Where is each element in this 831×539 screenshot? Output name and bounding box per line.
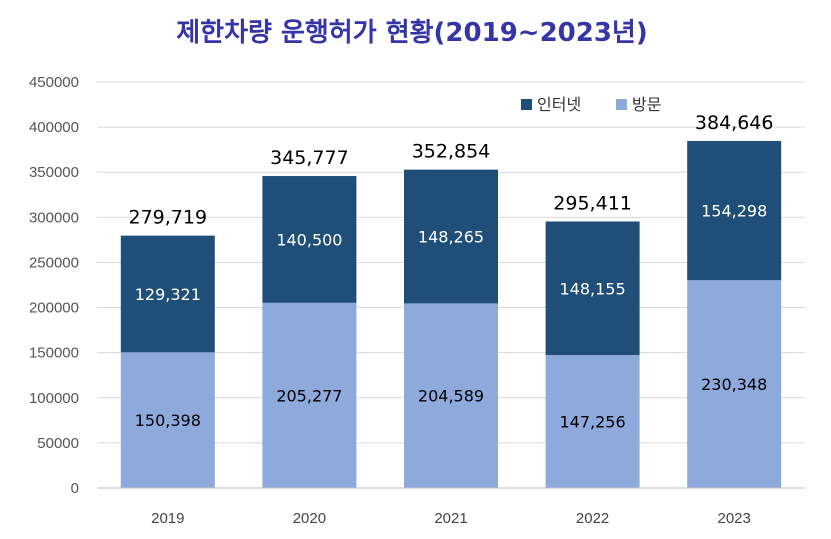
x-axis: 2019 2020 2021 2022 2023	[97, 487, 805, 527]
bar-visit	[545, 355, 640, 488]
segment-label: 150,398	[135, 411, 201, 430]
total-label: 345,777	[270, 147, 349, 169]
total-label: 295,411	[553, 192, 632, 214]
legend-swatch	[521, 99, 532, 110]
x-tick-label: 2023	[718, 510, 751, 527]
y-tick-label: 100000	[29, 390, 79, 407]
segment-label: 230,348	[701, 375, 767, 394]
legend-label: 방문	[632, 95, 661, 114]
segment-label: 154,298	[701, 202, 767, 221]
segment-label: 148,265	[418, 228, 484, 247]
data-labels: 150,398 129,321 279,719 205,277 140,500 345,7…	[129, 112, 774, 432]
y-tick-label: 50000	[37, 435, 79, 452]
y-tick-label: 400000	[29, 119, 79, 136]
bar-visit	[262, 302, 357, 488]
legend-label: 인터넷	[537, 95, 581, 114]
bars	[120, 140, 782, 488]
y-tick-label: 450000	[29, 74, 79, 91]
x-tick-label: 2022	[576, 510, 609, 527]
segment-label: 204,589	[418, 387, 484, 406]
y-tick-label: 0	[71, 480, 79, 497]
bar-internet	[404, 169, 498, 304]
chart-title: 제한차량 운행허가 현황(2019~2023년)	[176, 18, 648, 48]
x-tick-label: 2019	[151, 510, 184, 527]
bar-internet	[262, 176, 357, 303]
y-tick-label: 150000	[29, 345, 79, 362]
segment-label: 140,500	[276, 230, 342, 249]
y-tick-label: 200000	[29, 300, 79, 317]
total-label: 279,719	[129, 207, 208, 229]
bar-internet	[545, 221, 640, 356]
bar-visit	[404, 303, 498, 488]
segment-label: 148,155	[560, 279, 626, 298]
y-tick-label: 300000	[29, 209, 79, 226]
bar-visit	[120, 352, 215, 488]
y-axis: 0 50000 100000 150000 200000 250000 300000 3500…	[29, 74, 79, 497]
segment-label: 205,277	[276, 386, 342, 405]
legend-swatch	[616, 99, 627, 110]
y-tick-label: 250000	[29, 254, 79, 271]
segment-label: 129,321	[135, 285, 201, 304]
total-label: 384,646	[695, 112, 774, 134]
legend: 인터넷 방문	[521, 95, 661, 114]
total-label: 352,854	[412, 141, 491, 163]
x-tick-label: 2020	[293, 510, 326, 527]
bar-visit	[687, 280, 782, 488]
segment-label: 147,256	[560, 413, 626, 432]
y-tick-label: 350000	[29, 164, 79, 181]
x-tick-label: 2021	[434, 510, 467, 527]
bar-internet	[120, 235, 215, 353]
bar-internet	[687, 140, 782, 281]
